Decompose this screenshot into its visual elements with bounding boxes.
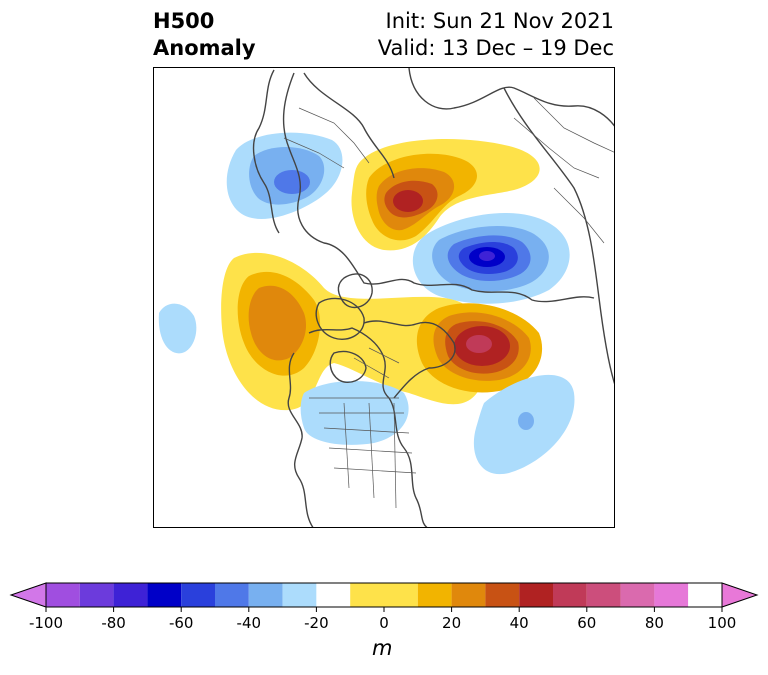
colorbar-block <box>147 583 182 607</box>
coast-asia-north <box>408 68 614 127</box>
colorbar-tick-label: -20 <box>304 614 329 632</box>
colorbar-block <box>586 583 621 607</box>
colorbar-block <box>181 583 215 607</box>
atlantic-low-anomaly <box>158 303 197 354</box>
colorbar-tick-label: -60 <box>169 614 194 632</box>
coast-scandinavia <box>303 72 395 179</box>
coast-greenland <box>315 297 365 340</box>
colorbar-tick-label: 80 <box>645 614 664 632</box>
colorbar-block <box>316 583 351 607</box>
colorbar-ticks: -100 -80 -60 -40 -20 0 20 40 60 80 100 <box>29 607 736 632</box>
colorbar-block <box>451 583 486 607</box>
colorbar-block <box>248 583 283 607</box>
colorbar-block <box>553 583 587 607</box>
colorbar-blocks <box>9 582 759 608</box>
colorbar-tick-label: 20 <box>442 614 461 632</box>
title-right: Init: Sun 21 Nov 2021 Valid: 13 Dec – 19… <box>378 8 614 62</box>
aleutian-high-anomaly <box>416 303 543 393</box>
colorbar-block <box>46 583 80 607</box>
colorbar-tick-label: 40 <box>510 614 529 632</box>
colorbar-under-extension <box>9 582 47 608</box>
coast-asia-east <box>503 87 614 385</box>
map-panel <box>153 67 615 528</box>
colorbar-block <box>620 583 655 607</box>
border-us-7 <box>393 402 397 509</box>
border-canada-2 <box>368 347 400 364</box>
kamchatka-low-anomaly <box>226 132 343 219</box>
colorbar-block <box>113 583 148 607</box>
title-field: Anomaly <box>153 36 256 60</box>
anomaly-map <box>158 68 614 527</box>
political-borders <box>283 97 614 509</box>
border-us-6 <box>368 402 375 499</box>
europe-low-anomaly <box>412 213 570 304</box>
colorbar-block <box>417 583 452 607</box>
border-us-3 <box>328 447 413 454</box>
west-pacific-high-anomaly <box>221 252 488 411</box>
border-asia-2 <box>533 97 614 153</box>
init-date: Init: Sun 21 Nov 2021 <box>385 9 614 33</box>
border-europe-2 <box>283 137 345 169</box>
colorbar-block <box>282 583 317 607</box>
colorbar-tick-label: 60 <box>577 614 596 632</box>
colorbar-block <box>688 583 722 607</box>
colorbar-block <box>79 583 114 607</box>
title-left: H500 Anomaly <box>153 8 256 62</box>
border-us-4 <box>333 467 417 474</box>
colorbar-tick-label: -80 <box>101 614 126 632</box>
siberia-high-anomaly <box>351 139 540 251</box>
border-europe-1 <box>298 107 370 164</box>
coast-europe <box>252 69 280 234</box>
coast-eurasia-arctic <box>282 72 595 303</box>
coast-hudson-bay <box>329 350 367 384</box>
colorbar-tick-label: 100 <box>708 614 737 632</box>
border-asia-3 <box>553 187 605 244</box>
colorbar: -100 -80 -60 -40 -20 0 20 40 60 80 100 <box>9 582 759 632</box>
colorbar-unit-label: m <box>372 636 393 660</box>
colorbar-block <box>350 583 418 607</box>
title-variable: H500 <box>153 9 215 33</box>
valid-range: Valid: 13 Dec – 19 Dec <box>377 36 614 60</box>
colorbar-tick-label: -40 <box>237 614 262 632</box>
colorbar-block <box>215 583 249 607</box>
coast-north-america-east <box>287 352 314 527</box>
border-asia-1 <box>513 117 600 179</box>
border-us-5 <box>343 402 350 489</box>
colorbar-tick-label: -100 <box>29 614 63 632</box>
east-pacific-low-anomaly <box>473 374 575 475</box>
border-canada-1 <box>353 357 390 379</box>
colorbar-block <box>519 583 553 607</box>
colorbar-block <box>654 583 689 607</box>
colorbar-over-extension <box>721 582 759 608</box>
colorbar-tick-label: 0 <box>379 614 389 632</box>
colorbar-block <box>485 583 520 607</box>
coast-alaska <box>363 320 456 399</box>
